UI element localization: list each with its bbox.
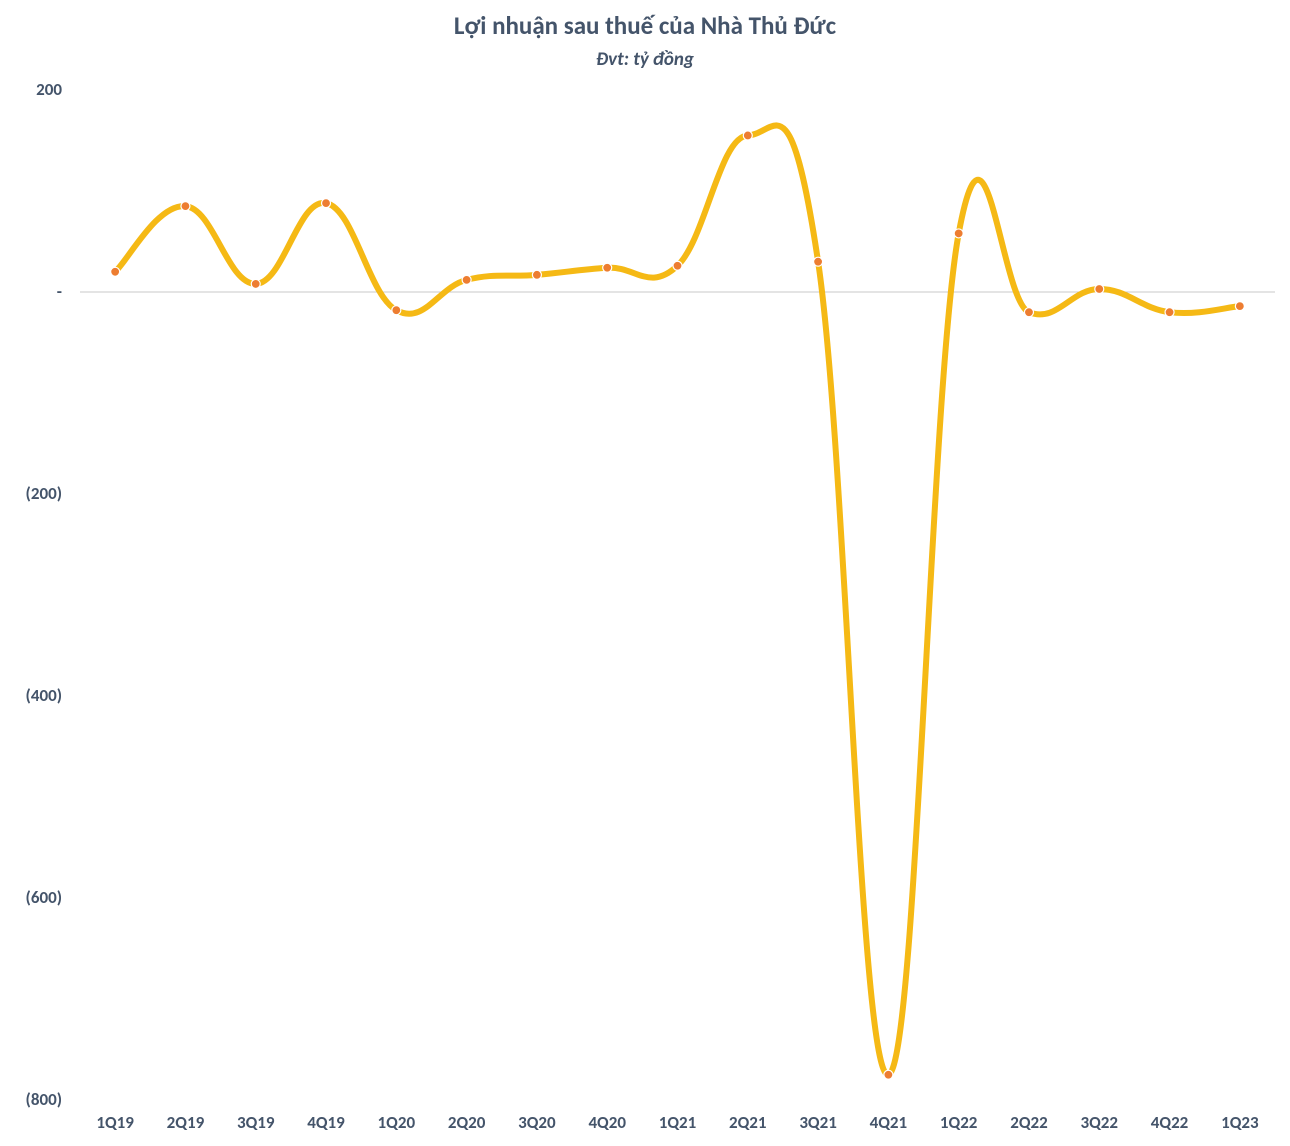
y-tick-label: 200 xyxy=(0,79,62,100)
chart-plot xyxy=(0,0,1290,1146)
x-tick-label: 3Q20 xyxy=(518,1112,556,1133)
data-point xyxy=(814,257,823,266)
y-tick-label: (800) xyxy=(0,1089,62,1110)
data-point xyxy=(392,306,401,315)
x-tick-label: 4Q19 xyxy=(307,1112,345,1133)
x-tick-label: 3Q19 xyxy=(237,1112,275,1133)
y-tick-label: - xyxy=(0,281,62,302)
x-tick-label: 2Q22 xyxy=(1010,1112,1048,1133)
x-tick-label: 3Q21 xyxy=(799,1112,837,1133)
data-point xyxy=(1024,308,1033,317)
data-point xyxy=(1235,302,1244,311)
y-tick-label: (200) xyxy=(0,483,62,504)
x-tick-label: 2Q20 xyxy=(448,1112,486,1133)
chart-container: Lợi nhuận sau thuế của Nhà Thủ Đức Đvt: … xyxy=(0,0,1290,1146)
data-point xyxy=(111,267,120,276)
data-point xyxy=(462,275,471,284)
y-tick-label: (400) xyxy=(0,685,62,706)
x-tick-label: 1Q21 xyxy=(659,1112,697,1133)
data-point xyxy=(884,1070,893,1079)
x-tick-label: 2Q21 xyxy=(729,1112,767,1133)
data-point xyxy=(673,261,682,270)
x-tick-label: 4Q20 xyxy=(588,1112,626,1133)
data-point xyxy=(743,131,752,140)
data-point xyxy=(251,279,260,288)
data-point xyxy=(1165,308,1174,317)
data-point xyxy=(1095,284,1104,293)
data-point xyxy=(532,270,541,279)
x-tick-label: 1Q20 xyxy=(378,1112,416,1133)
data-point xyxy=(603,263,612,272)
x-tick-label: 4Q21 xyxy=(870,1112,908,1133)
x-tick-label: 1Q23 xyxy=(1221,1112,1259,1133)
y-tick-label: (600) xyxy=(0,887,62,908)
x-tick-label: 1Q19 xyxy=(96,1112,134,1133)
x-tick-label: 2Q19 xyxy=(167,1112,205,1133)
data-point xyxy=(954,229,963,238)
data-point xyxy=(181,202,190,211)
x-tick-label: 4Q22 xyxy=(1151,1112,1189,1133)
data-point xyxy=(322,199,331,208)
x-tick-label: 1Q22 xyxy=(940,1112,978,1133)
x-tick-label: 3Q22 xyxy=(1080,1112,1118,1133)
